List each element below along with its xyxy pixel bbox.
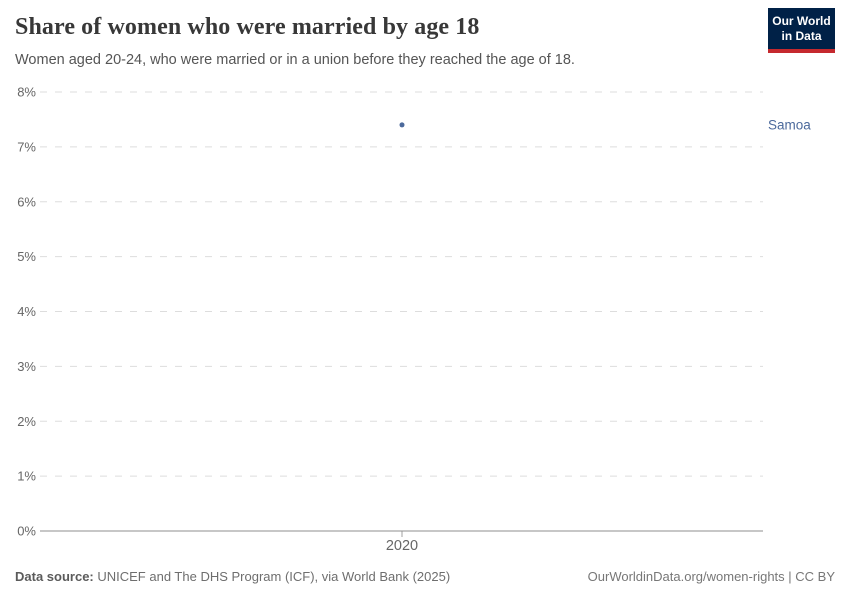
data-source-note: Data source: UNICEF and The DHS Program …: [15, 569, 450, 584]
data-source-text: UNICEF and The DHS Program (ICF), via Wo…: [93, 569, 451, 584]
entity-label[interactable]: Samoa: [768, 117, 811, 132]
page-title: Share of women who were married by age 1…: [15, 14, 480, 40]
owid-logo-line2: in Data: [781, 28, 822, 43]
y-axis-tick-label: 1%: [17, 469, 36, 484]
owid-logo-line1: Our World: [772, 13, 831, 28]
data-source-label: Data source:: [15, 569, 94, 584]
footer-link[interactable]: OurWorldinData.org/women-rights | CC BY: [587, 569, 835, 584]
x-axis-tick-label: 2020: [386, 538, 418, 554]
y-axis-tick-label: 4%: [17, 304, 36, 319]
y-axis-tick-label: 3%: [17, 359, 36, 374]
y-axis-tick-label: 0%: [17, 524, 36, 539]
y-axis-tick-label: 7%: [17, 139, 36, 154]
y-axis-tick-label: 5%: [17, 249, 36, 264]
page-subtitle: Women aged 20-24, who were married or in…: [15, 52, 575, 68]
owid-logo[interactable]: Our World in Data: [768, 8, 835, 53]
y-axis-tick-label: 8%: [17, 85, 36, 100]
data-point[interactable]: [399, 122, 405, 128]
y-axis-tick-label: 2%: [17, 414, 36, 429]
y-axis-tick-label: 6%: [17, 194, 36, 209]
